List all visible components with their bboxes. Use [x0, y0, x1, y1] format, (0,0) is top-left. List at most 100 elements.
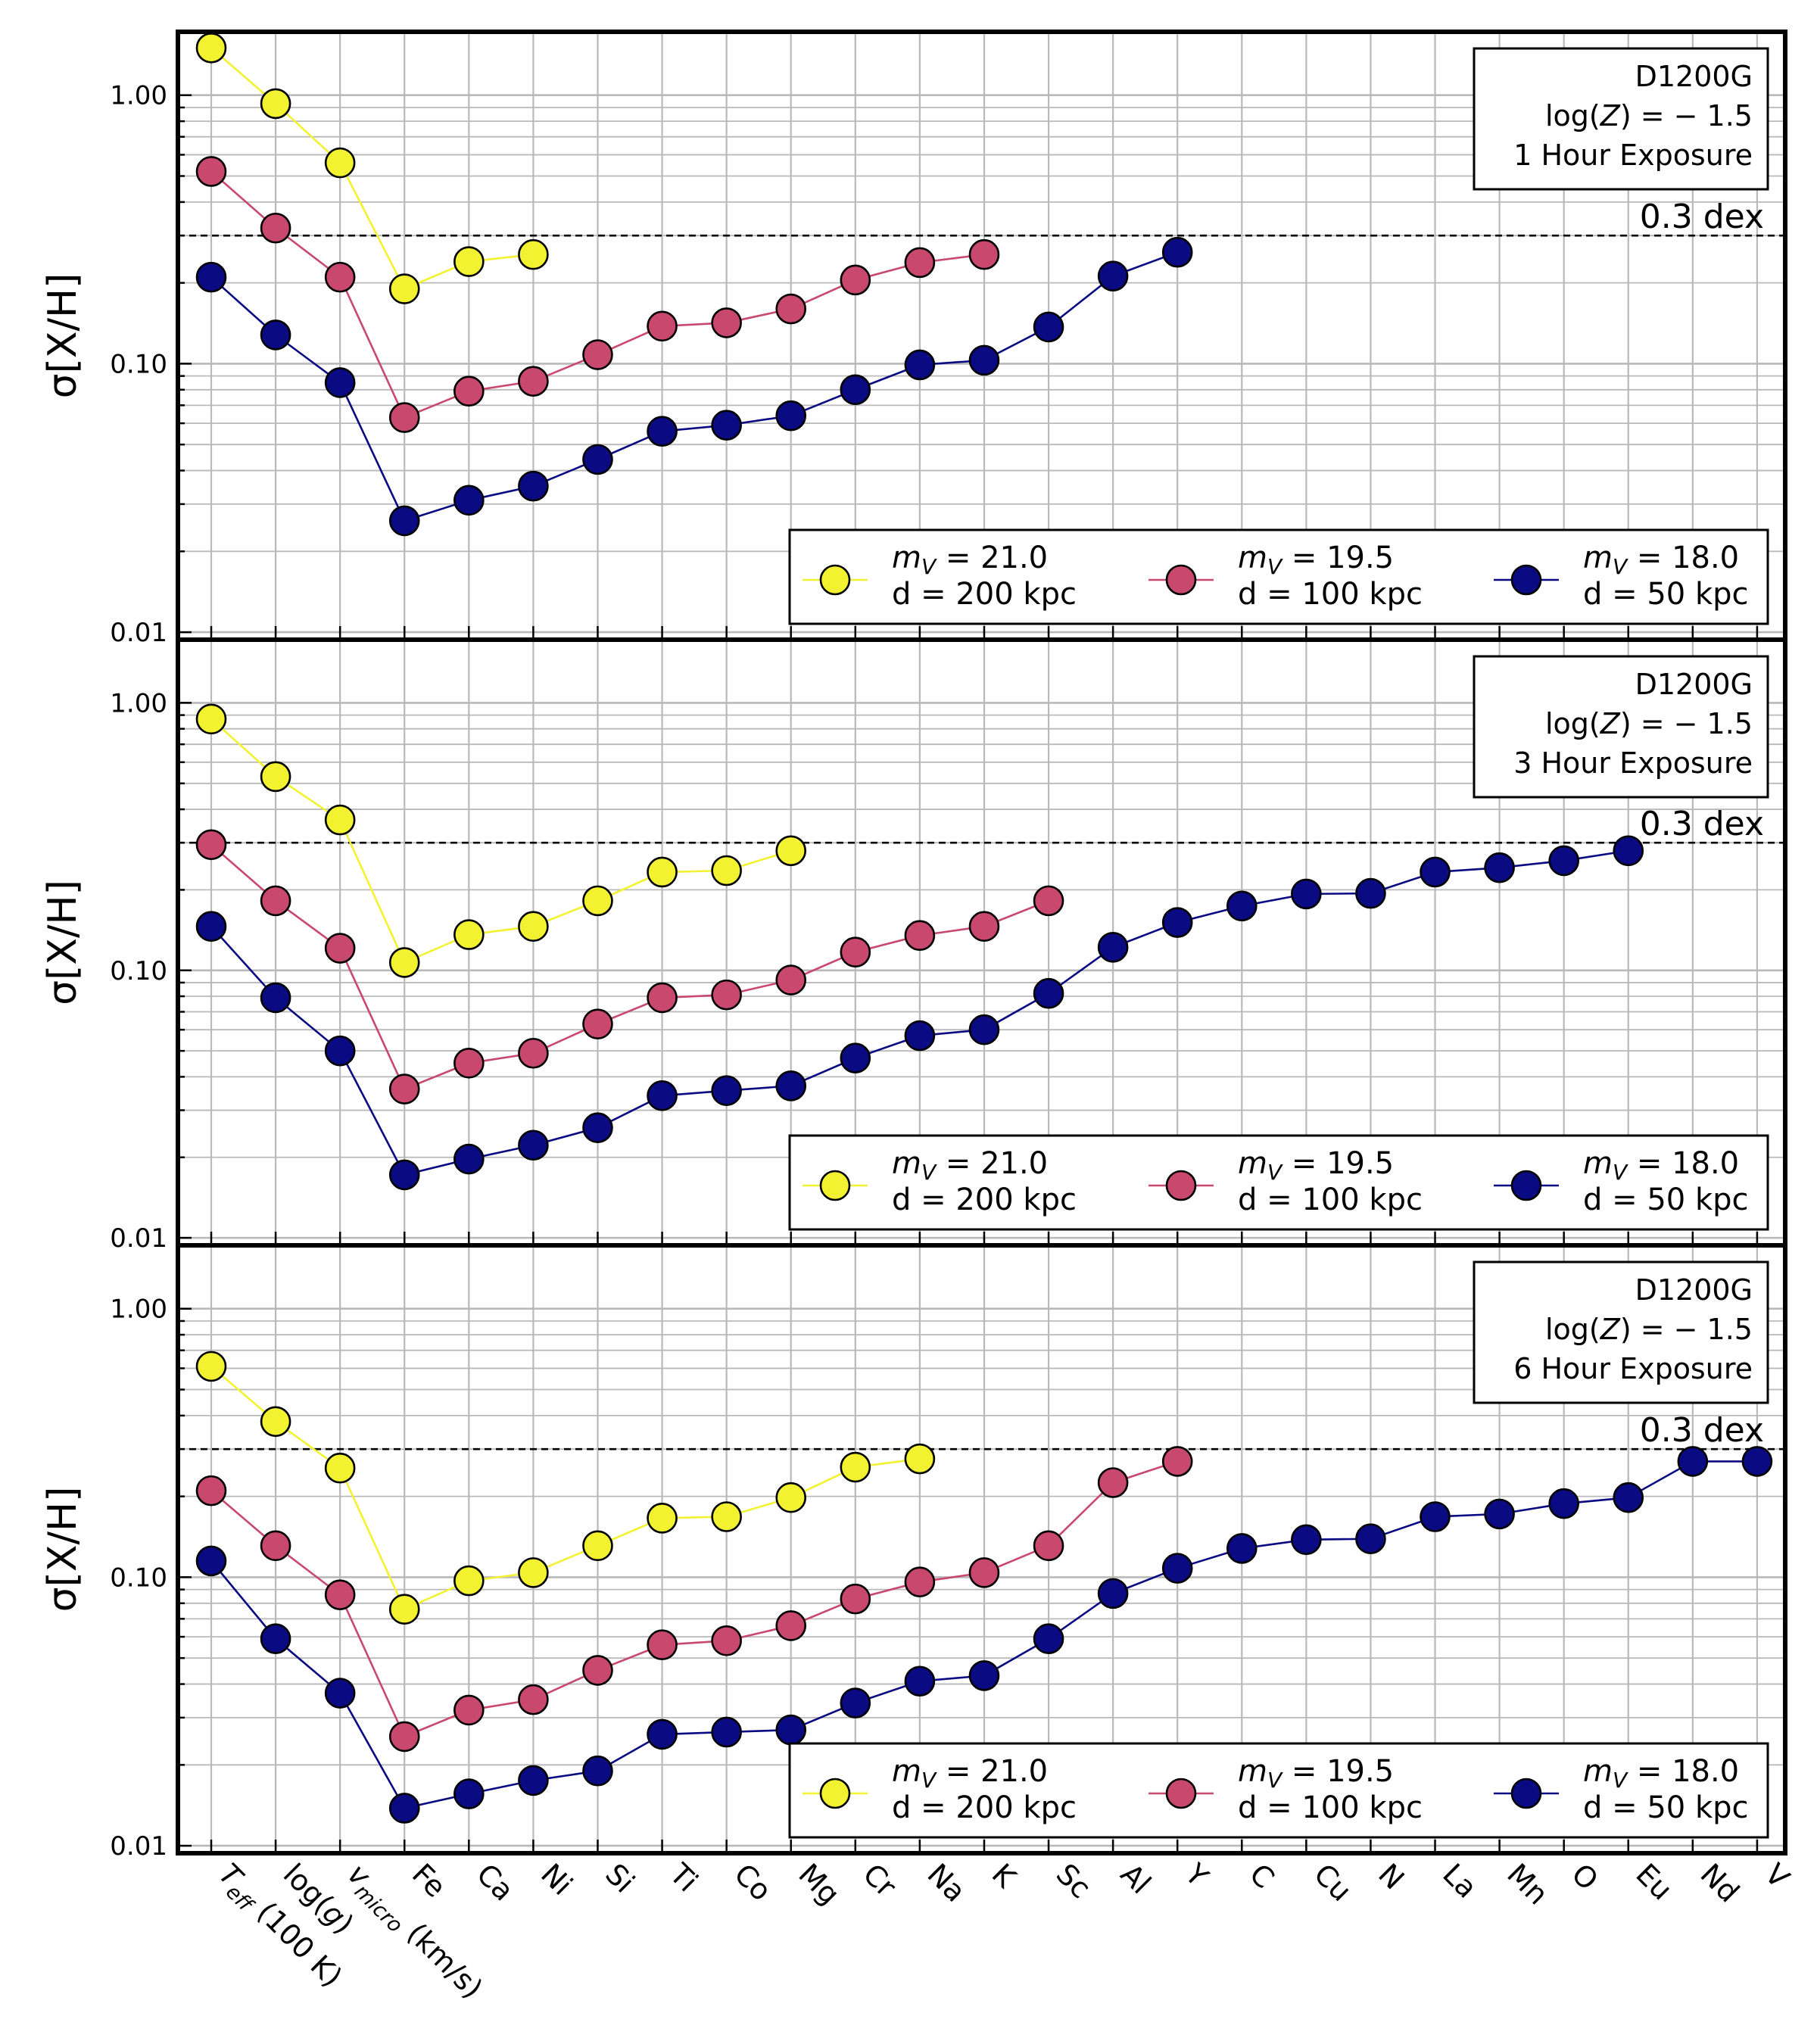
info-box-frame — [1473, 1260, 1769, 1404]
legend-distance: d = 100 kpc — [1238, 577, 1423, 612]
info-box-frame — [1473, 47, 1769, 191]
legend-magnitude: mV = 21.0 — [892, 541, 1048, 579]
y-axis-label: σ[X/H] — [40, 273, 86, 399]
legend-frame — [788, 1134, 1769, 1231]
data-point — [711, 1501, 742, 1532]
data-point — [518, 366, 549, 397]
data-point — [453, 246, 485, 277]
data-point — [518, 911, 549, 943]
data-point — [1033, 1530, 1064, 1562]
data-point — [195, 261, 227, 293]
legend-magnitude: mV = 21.0 — [892, 1146, 1048, 1185]
threshold-label: 0.3 dex — [1640, 1411, 1764, 1450]
data-point — [1420, 1501, 1451, 1532]
info-exposure: 1 Hour Exposure — [1513, 139, 1753, 172]
legend-marker — [1165, 1170, 1197, 1201]
data-point — [968, 1014, 1000, 1045]
info-box: D1200G log(Z) = − 1.5 6 Hour Exposure — [1473, 1260, 1769, 1404]
info-exposure: 3 Hour Exposure — [1513, 746, 1753, 780]
x-tick-label: Na — [921, 1857, 973, 1908]
x-tick-label: N — [1372, 1857, 1410, 1896]
panel-frame — [176, 1243, 1787, 1855]
data-point — [195, 1475, 227, 1507]
data-point — [195, 1545, 227, 1577]
x-tick-label: Nd — [1694, 1857, 1745, 1908]
data-point — [1033, 977, 1064, 1009]
data-point — [453, 1565, 485, 1597]
x-tick-label: Cr — [856, 1857, 902, 1903]
data-point — [324, 804, 356, 836]
data-point — [711, 855, 742, 886]
data-point — [904, 1665, 936, 1697]
data-point — [647, 856, 678, 888]
x-tick-label: Ni — [535, 1857, 579, 1902]
data-point — [904, 1020, 936, 1052]
legend: mV = 21.0d = 200 kpc mV = 19.5d = 100 kpc… — [788, 1742, 1769, 1839]
info-exposure: 6 Hour Exposure — [1513, 1352, 1753, 1385]
data-point — [968, 1660, 1000, 1691]
panel-3: 0.3 dex 1.00 0.10 0.01 σ[X/H] D1200G log(Z) = … — [40, 1243, 1787, 1862]
ytick-label: 1.00 — [110, 688, 167, 718]
data-point — [904, 1443, 936, 1475]
data-point — [260, 319, 291, 351]
data-point — [518, 1129, 549, 1161]
data-point — [1548, 1488, 1579, 1519]
data-point — [711, 1625, 742, 1656]
data-point — [260, 1406, 291, 1438]
data-point — [324, 1579, 356, 1610]
data-point — [840, 264, 871, 296]
data-point — [518, 1037, 549, 1069]
data-point — [453, 485, 485, 516]
data-point — [775, 835, 807, 867]
x-tick-label: Co — [728, 1857, 778, 1907]
data-point — [518, 1684, 549, 1715]
data-point — [518, 470, 549, 502]
data-point — [324, 1035, 356, 1067]
ytick-label: 0.01 — [110, 618, 167, 648]
data-point — [904, 1566, 936, 1598]
data-point — [647, 310, 678, 342]
data-point — [195, 32, 227, 64]
x-tick-label: Mg — [792, 1857, 846, 1911]
data-point — [1161, 1446, 1193, 1477]
legend-marker — [1165, 564, 1197, 596]
ytick-label: 0.10 — [110, 349, 167, 379]
legend-distance: d = 50 kpc — [1583, 577, 1749, 612]
data-point — [324, 1452, 356, 1484]
ytick-label: 0.01 — [110, 1223, 167, 1254]
x-tick-label: V — [1759, 1857, 1796, 1894]
x-tick-label: C — [1243, 1857, 1281, 1895]
data-point — [1033, 311, 1064, 343]
data-point — [840, 1451, 871, 1483]
data-point — [711, 979, 742, 1011]
data-point — [324, 1678, 356, 1709]
x-tick-label: La — [1436, 1857, 1484, 1905]
data-point — [1291, 1524, 1322, 1556]
data-point — [1226, 1533, 1258, 1564]
legend-distance: d = 200 kpc — [892, 1790, 1077, 1825]
data-point — [711, 1716, 742, 1748]
legend-magnitude: mV = 18.0 — [1583, 541, 1739, 579]
data-point — [453, 1778, 485, 1809]
legend-magnitude: mV = 19.5 — [1238, 541, 1394, 579]
data-point — [388, 505, 420, 537]
data-point — [647, 1503, 678, 1534]
x-tick-label: Ca — [470, 1857, 520, 1907]
data-point — [840, 1687, 871, 1718]
data-point — [195, 156, 227, 187]
legend-distance: d = 200 kpc — [892, 577, 1077, 612]
data-point — [840, 1042, 871, 1073]
data-point — [260, 88, 291, 120]
data-point — [840, 374, 871, 406]
legend-marker — [819, 564, 851, 596]
ytick-label: 0.10 — [110, 956, 167, 986]
data-point — [582, 339, 613, 370]
data-point — [711, 1075, 742, 1107]
x-tick-label: Y — [1178, 1857, 1215, 1894]
data-point — [388, 1721, 420, 1753]
legend-marker — [1510, 1170, 1542, 1201]
y-axis-label: σ[X/H] — [40, 1487, 86, 1612]
ytick-label: 0.01 — [110, 1831, 167, 1862]
panel-1: 0.3 dex 1.00 0.10 0.01 σ[X/H] D1200G log(Z) = … — [40, 30, 1787, 648]
legend-marker — [1510, 564, 1542, 596]
